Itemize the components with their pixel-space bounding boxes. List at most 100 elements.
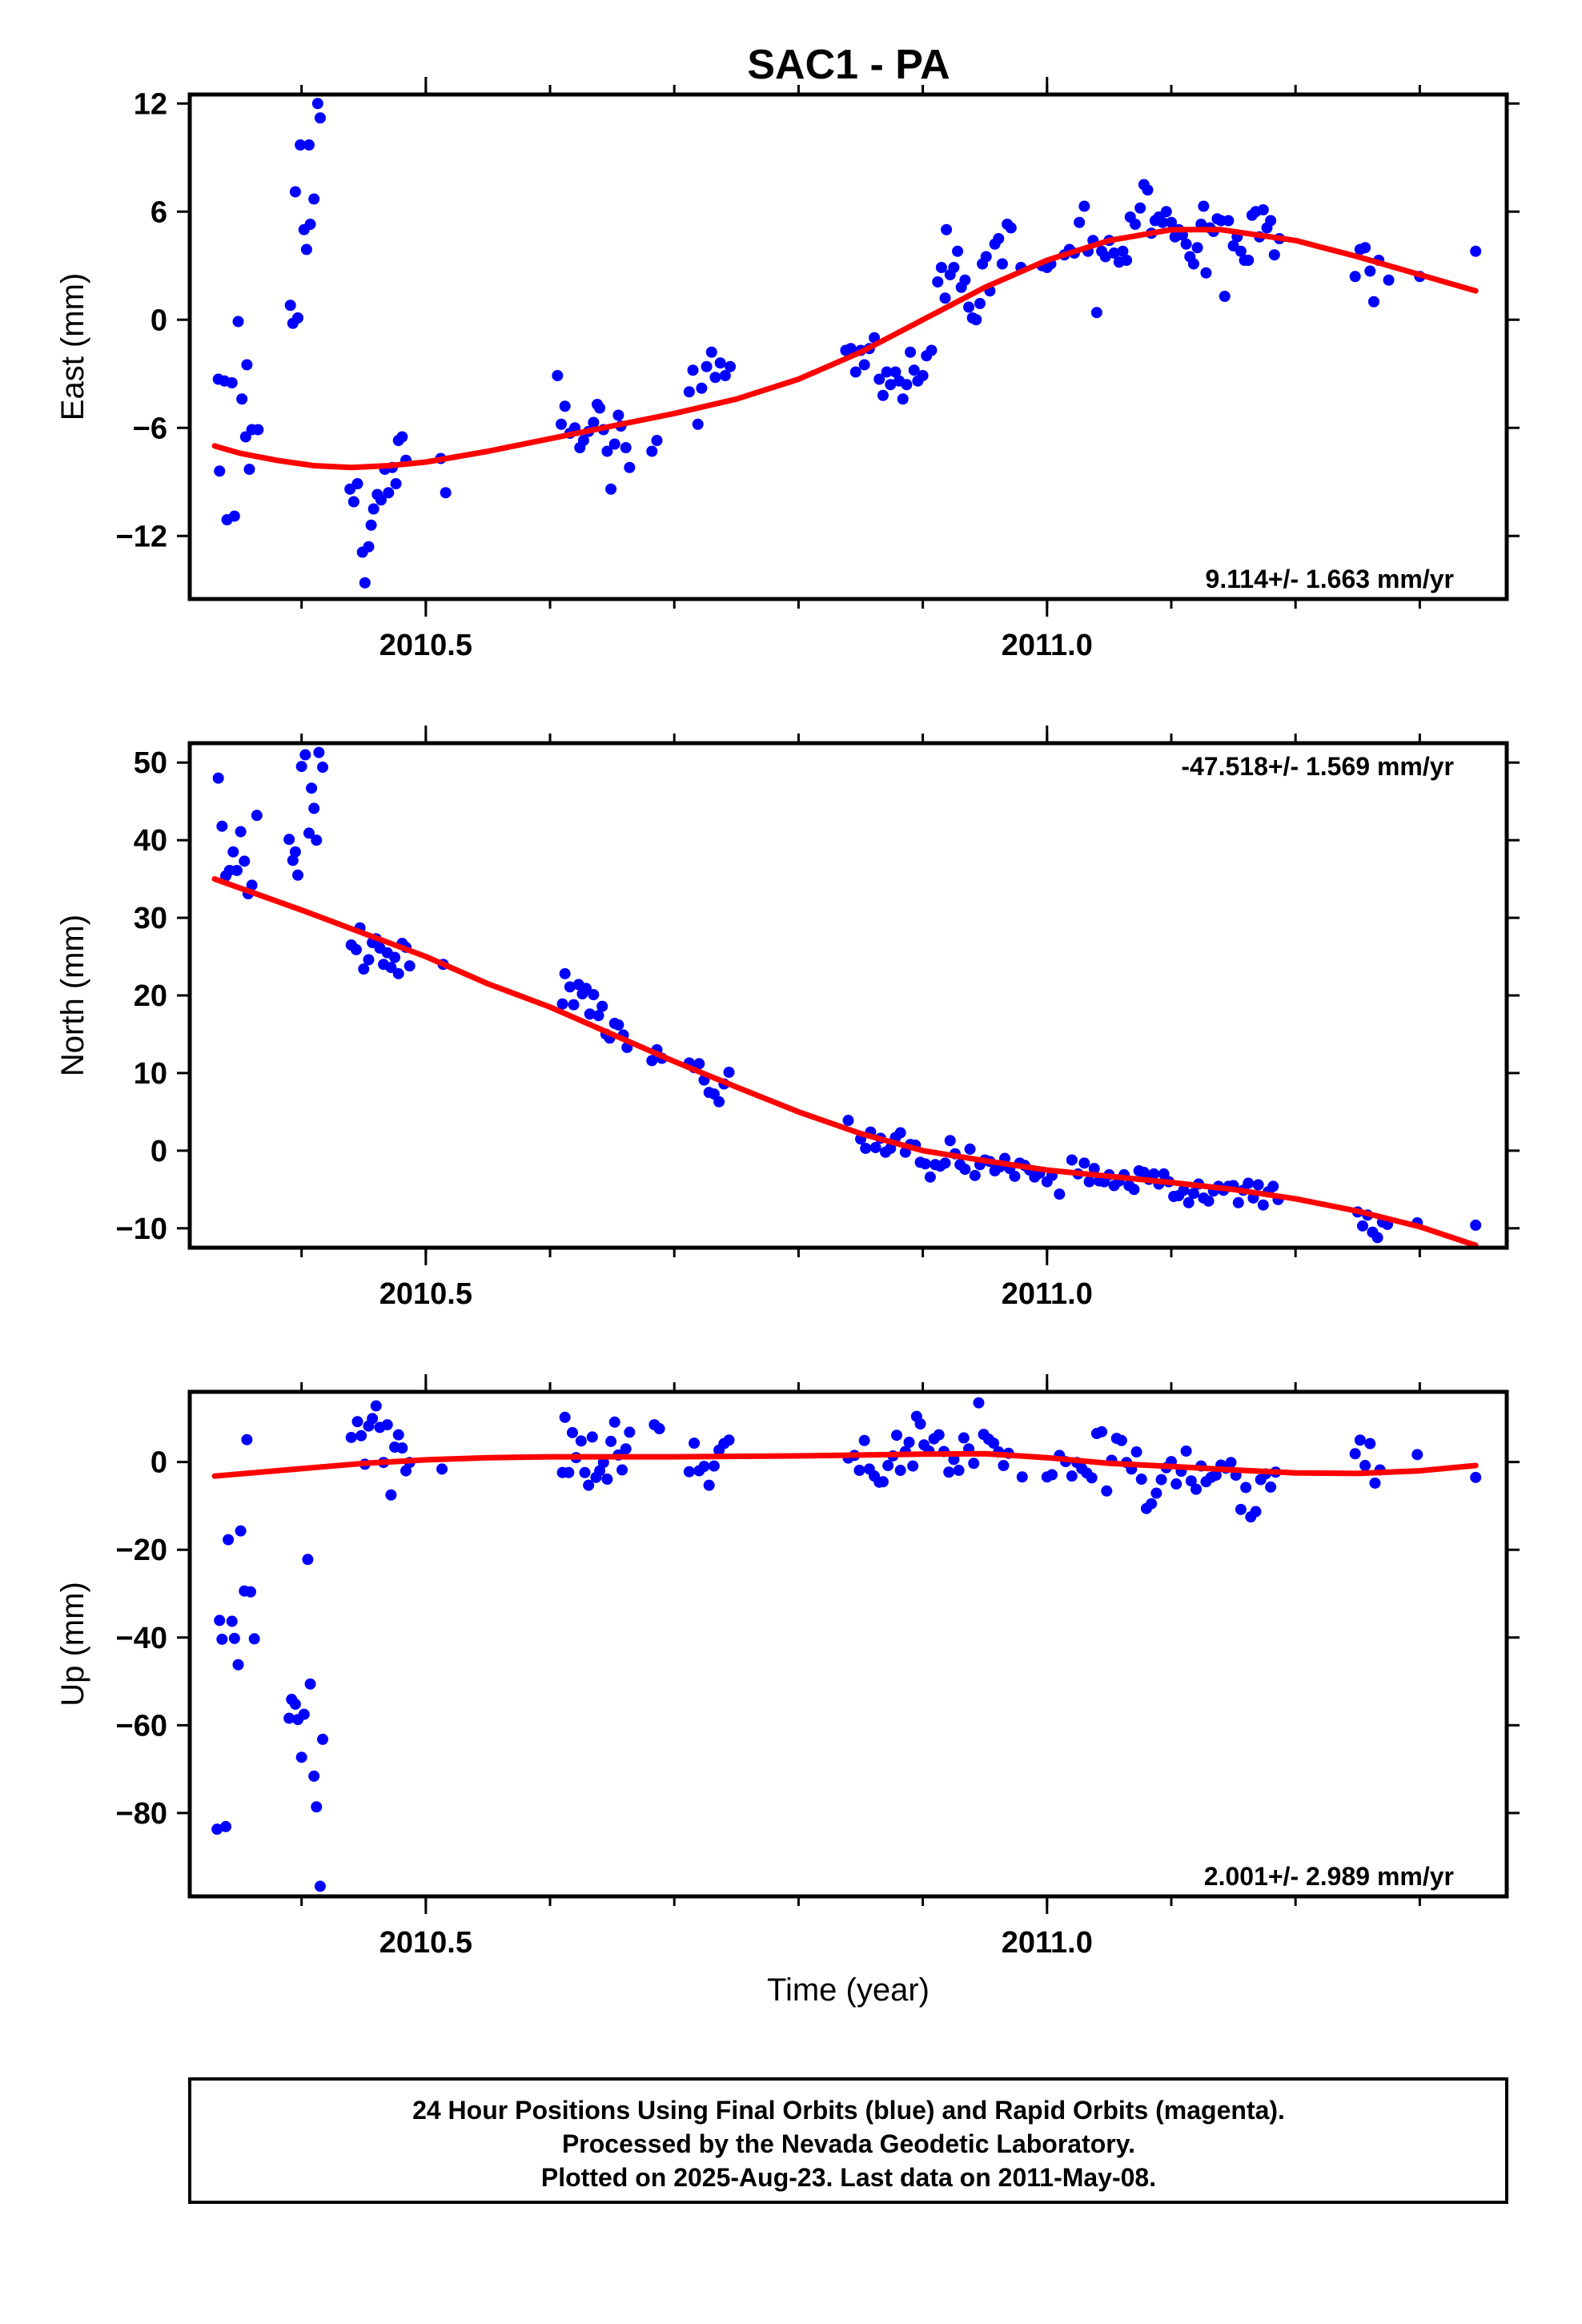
up-data-point xyxy=(1155,1474,1167,1486)
east-data-point xyxy=(292,312,304,324)
east-data-point xyxy=(1191,242,1203,254)
east-data-point xyxy=(1117,245,1129,257)
up-data-point xyxy=(620,1443,632,1455)
north-data-point xyxy=(358,963,370,975)
east-data-point xyxy=(1160,206,1172,218)
north-data-point xyxy=(283,834,295,846)
up-rate-label: 2.001+/- 2.989 mm/yr xyxy=(1204,1862,1454,1891)
east-data-point xyxy=(889,366,901,378)
up-data-point xyxy=(216,1633,228,1645)
north-data-point xyxy=(1252,1179,1264,1191)
east-data-point xyxy=(214,465,226,477)
up-data-point xyxy=(1135,1474,1147,1486)
north-data-point xyxy=(1148,1168,1160,1180)
east-data-point xyxy=(908,364,920,376)
east-data-point xyxy=(359,577,371,589)
up-data-point xyxy=(689,1437,701,1449)
up-x-axis-label: Time (year) xyxy=(767,1972,930,2008)
up-y-tick-label: 0 xyxy=(151,1446,167,1480)
east-data-point xyxy=(701,360,713,372)
north-data-point xyxy=(363,954,375,966)
up-y-tick-label: −60 xyxy=(116,1709,167,1743)
east-data-point xyxy=(719,370,731,381)
up-x-tick-label: 2010.5 xyxy=(379,1926,472,1960)
up-data-point xyxy=(1016,1471,1028,1483)
up-data-point xyxy=(220,1820,232,1832)
north-data-point xyxy=(227,846,239,858)
east-data-point xyxy=(651,435,663,446)
east-data-point xyxy=(948,262,960,273)
north-data-point xyxy=(1088,1163,1100,1175)
north-data-point xyxy=(646,1055,658,1067)
up-data-point xyxy=(298,1708,310,1720)
up-data-point xyxy=(616,1464,628,1476)
up-data-point xyxy=(998,1460,1010,1472)
east-data-point xyxy=(705,346,717,358)
up-data-point xyxy=(351,1416,363,1428)
east-data-point xyxy=(932,276,944,287)
footer-line-2: Processed by the Nevada Geodetic Laborat… xyxy=(562,2129,1135,2158)
up-data-point xyxy=(214,1614,226,1626)
north-data-point xyxy=(885,1142,897,1154)
north-data-point xyxy=(308,802,320,814)
north-data-point xyxy=(1267,1180,1279,1192)
up-data-point xyxy=(1191,1483,1203,1495)
up-data-point xyxy=(903,1437,915,1448)
north-data-point xyxy=(1203,1195,1215,1207)
up-data-point xyxy=(228,1632,240,1644)
east-data-point xyxy=(952,245,964,257)
east-data-point xyxy=(367,503,379,515)
north-data-point xyxy=(969,1169,981,1181)
north-data-point xyxy=(939,1157,951,1169)
east-data-point xyxy=(304,219,316,230)
north-data-point xyxy=(592,1010,604,1022)
up-data-point xyxy=(317,1733,329,1745)
east-x-tick-label: 2011.0 xyxy=(1002,629,1093,662)
north-data-point xyxy=(1066,1154,1078,1166)
east-data-point xyxy=(941,223,953,235)
north-data-point xyxy=(1182,1196,1195,1208)
up-data-point xyxy=(283,1712,295,1724)
east-data-point xyxy=(1198,200,1210,212)
east-data-point xyxy=(236,393,248,405)
up-data-point xyxy=(958,1432,970,1444)
east-data-point xyxy=(308,193,320,205)
east-data-point xyxy=(375,494,387,506)
north-data-point xyxy=(693,1058,705,1070)
east-data-point xyxy=(849,366,861,378)
east-data-point xyxy=(577,435,589,446)
up-data-point xyxy=(311,1801,323,1813)
north-data-point xyxy=(392,967,404,979)
up-data-point xyxy=(1235,1503,1247,1515)
east-data-point xyxy=(980,251,992,263)
up-x-tick-label: 2011.0 xyxy=(1002,1926,1093,1960)
east-data-point xyxy=(624,461,636,473)
north-data-point xyxy=(713,1096,725,1108)
east-data-point xyxy=(612,409,624,421)
up-data-point xyxy=(400,1465,412,1477)
up-data-point xyxy=(223,1534,235,1546)
east-data-point xyxy=(1268,249,1280,261)
east-data-point xyxy=(620,442,632,453)
up-data-point xyxy=(289,1699,301,1711)
up-data-point xyxy=(392,1429,404,1441)
east-data-point xyxy=(1383,274,1395,286)
up-data-point xyxy=(355,1429,367,1441)
north-data-point xyxy=(959,1164,971,1176)
up-data-point xyxy=(1265,1481,1277,1493)
up-data-point xyxy=(853,1465,865,1477)
north-frame xyxy=(187,741,1509,1250)
east-data-point xyxy=(601,445,613,457)
up-data-point xyxy=(586,1431,598,1443)
east-data-point xyxy=(1180,238,1192,250)
north-data-point xyxy=(289,846,301,858)
east-data-point xyxy=(970,314,982,326)
east-data-point xyxy=(383,487,395,499)
north-data-point xyxy=(287,854,299,866)
up-data-point xyxy=(605,1435,617,1447)
north-data-point xyxy=(317,762,329,774)
east-data-point xyxy=(917,370,929,381)
up-data-point xyxy=(708,1460,720,1472)
up-data-point xyxy=(563,1466,575,1478)
up-data-point xyxy=(396,1442,408,1454)
